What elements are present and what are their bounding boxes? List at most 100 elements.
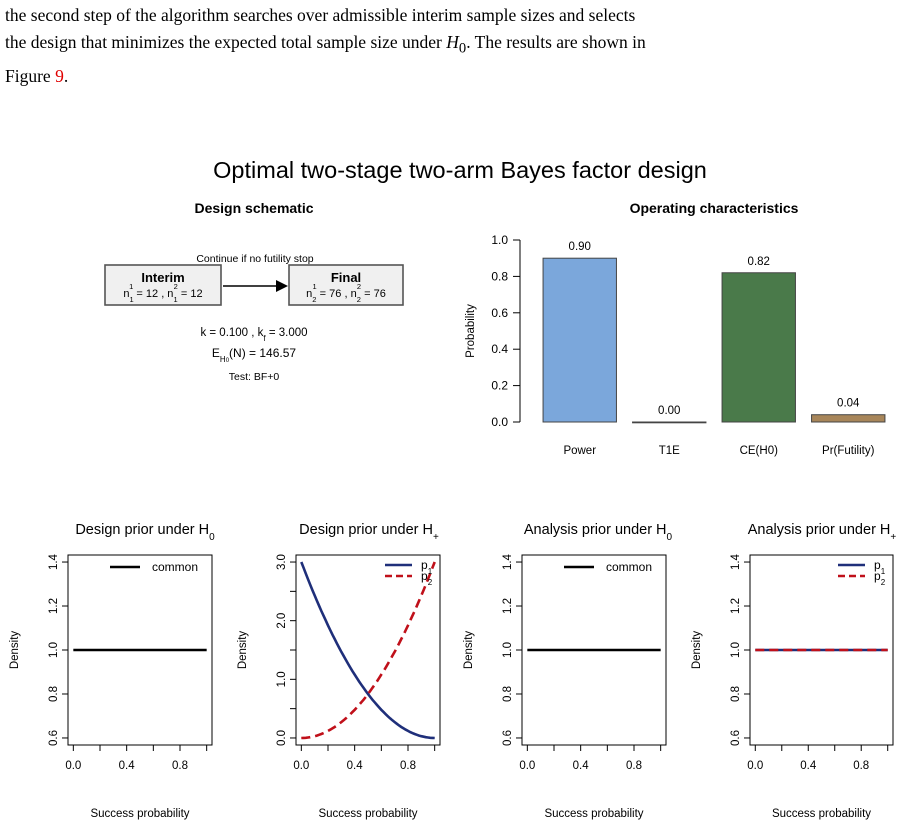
x-tick-label: 0.4 <box>573 760 590 772</box>
legend: common <box>110 560 198 574</box>
figure-main-title: Optimal two-stage two-arm Bayes factor d… <box>213 157 707 183</box>
y-tick-label: 0.6 <box>491 306 508 320</box>
continue-label: Continue if no futility stop <box>196 253 313 265</box>
bar-value-label: 0.82 <box>748 256 770 268</box>
plot-frame <box>295 554 441 746</box>
bar <box>632 421 707 424</box>
series-line <box>300 561 435 740</box>
final-box <box>288 264 404 306</box>
legend: common <box>564 560 652 574</box>
x-tick-label: 0.8 <box>400 760 416 772</box>
paragraph-text: . The results are shown in <box>466 32 646 52</box>
body-paragraph: the second step of the algorithm searche… <box>5 2 915 90</box>
y-tick-label: 1.4 <box>502 553 514 570</box>
x-category-label: CE(H0) <box>740 445 779 457</box>
x-tick-label: 0.0 <box>293 760 309 772</box>
final-sizes: n21 = 76 , n22 = 76 <box>306 282 386 304</box>
y-axis-label: Density <box>237 631 249 670</box>
y-tick-label: 0.2 <box>491 379 508 393</box>
bar <box>811 414 886 423</box>
y-tick-label: 2.0 <box>276 613 288 629</box>
panel-title: Design prior under H+ <box>299 522 439 543</box>
panel-title: Analysis prior under H+ <box>748 522 897 543</box>
y-tick-label: 0.8 <box>502 686 514 702</box>
interim-sizes: n11 = 12 , n12 = 12 <box>123 282 202 304</box>
paragraph-line-1: the second step of the algorithm searche… <box>5 5 636 25</box>
y-tick-label: 0.0 <box>276 730 288 746</box>
x-tick-label: 0.0 <box>65 760 81 772</box>
x-category-label: T1E <box>659 445 680 457</box>
design-schematic: Design schematic Continue if no futility… <box>104 200 404 383</box>
interim-box <box>104 264 222 306</box>
x-tick-label: 0.8 <box>172 760 188 772</box>
y-tick-label: 0.6 <box>730 730 742 746</box>
x-tick-label: 0.0 <box>747 760 763 772</box>
y-tick-label: 0.0 <box>491 415 508 429</box>
math-subscript: 0 <box>458 40 467 57</box>
y-tick-label: 1.2 <box>730 598 742 614</box>
y-tick-label: 0.8 <box>48 686 60 702</box>
paragraph-text: Figure <box>5 65 56 86</box>
y-tick-label: 0.6 <box>502 730 514 746</box>
series-line <box>301 561 436 740</box>
final-title: Final <box>331 270 361 285</box>
x-category-label: Pr(Futility) <box>822 445 875 457</box>
schematic-title: Design schematic <box>194 200 313 216</box>
y-tick-label: 3.0 <box>276 554 288 570</box>
legend-label: p1 <box>421 558 433 576</box>
y-tick-label: 1.4 <box>730 553 742 570</box>
x-tick-label: 0.4 <box>800 760 817 772</box>
y-tick-label: 0.4 <box>491 342 508 356</box>
x-axis-label: Success probability <box>772 808 871 820</box>
bar <box>721 272 796 423</box>
operating-characteristics-chart: Operating characteristics 0.0 0.2 0.4 0.6 0.8… <box>465 200 886 457</box>
analysis-prior-h0-panel: Analysis prior under H0 0.6 0.8 1.0 1.2 1.4 0.… <box>463 522 673 820</box>
y-tick-label: 0.8 <box>491 269 508 283</box>
y-tick-label: 1.0 <box>48 642 60 658</box>
legend-label: common <box>152 560 198 574</box>
math-symbol: H <box>446 32 459 52</box>
x-axis-label: Success probability <box>544 808 643 820</box>
paragraph-line-3: Figure 9. <box>5 63 915 90</box>
bar-value-label: 0.90 <box>569 241 591 253</box>
design-prior-h0-panel: Design prior under H0 0.6 0.8 1.0 1.2 1.4 0.0 0… <box>9 522 215 820</box>
x-axis-label: Success probability <box>318 808 417 820</box>
arrow-head-icon <box>276 280 288 292</box>
interim-title: Interim <box>141 270 184 285</box>
figure-reference-link[interactable]: 9 <box>55 65 64 86</box>
bar <box>542 257 617 423</box>
test-label: Test: BF+0 <box>229 371 280 383</box>
y-tick-label: 1.0 <box>502 642 514 658</box>
x-tick-label: 0.8 <box>626 760 642 772</box>
y-tick-label: 1.0 <box>730 642 742 658</box>
y-tick-label: 1.4 <box>48 553 60 570</box>
analysis-prior-hplus-panel: Analysis prior under H+ 0.6 0.8 1.0 1.2 1.4 0.… <box>691 522 896 820</box>
paragraph-text: . <box>63 65 69 86</box>
threshold-label: k = 0.100 , kf = 3.000 <box>200 327 307 343</box>
y-tick-label: 0.8 <box>730 686 742 702</box>
x-category-label: Power <box>563 445 596 457</box>
y-axis-label: Density <box>463 631 475 670</box>
y-tick-label: 1.2 <box>48 598 60 614</box>
chart-title: Operating characteristics <box>630 200 799 216</box>
legend-label: common <box>606 560 652 574</box>
y-tick-label: 0.6 <box>48 730 60 746</box>
x-tick-label: 0.8 <box>853 760 869 772</box>
expected-n-label: EH0(N) = 146.57 <box>212 346 297 364</box>
panel-title: Design prior under H0 <box>75 522 215 543</box>
x-tick-label: 0.4 <box>347 760 364 772</box>
x-tick-label: 0.0 <box>519 760 535 772</box>
paragraph-text: the design that minimizes the expected t… <box>5 32 447 52</box>
y-tick-label: 1.2 <box>502 598 514 614</box>
bar-value-label: 0.04 <box>837 398 860 410</box>
y-axis-label: Density <box>691 631 703 670</box>
y-tick-label: 1.0 <box>491 233 508 247</box>
design-prior-hplus-panel: Design prior under H+ 0.0 1.0 2.0 3.0 0.0 0.4 0… <box>237 522 441 820</box>
y-axis-label: Probability <box>465 304 477 358</box>
x-tick-label: 0.4 <box>119 760 136 772</box>
x-axis-label: Success probability <box>90 808 189 820</box>
paragraph-line-2: the design that minimizes the expected t… <box>5 29 915 63</box>
y-tick-label: 1.0 <box>276 671 288 687</box>
